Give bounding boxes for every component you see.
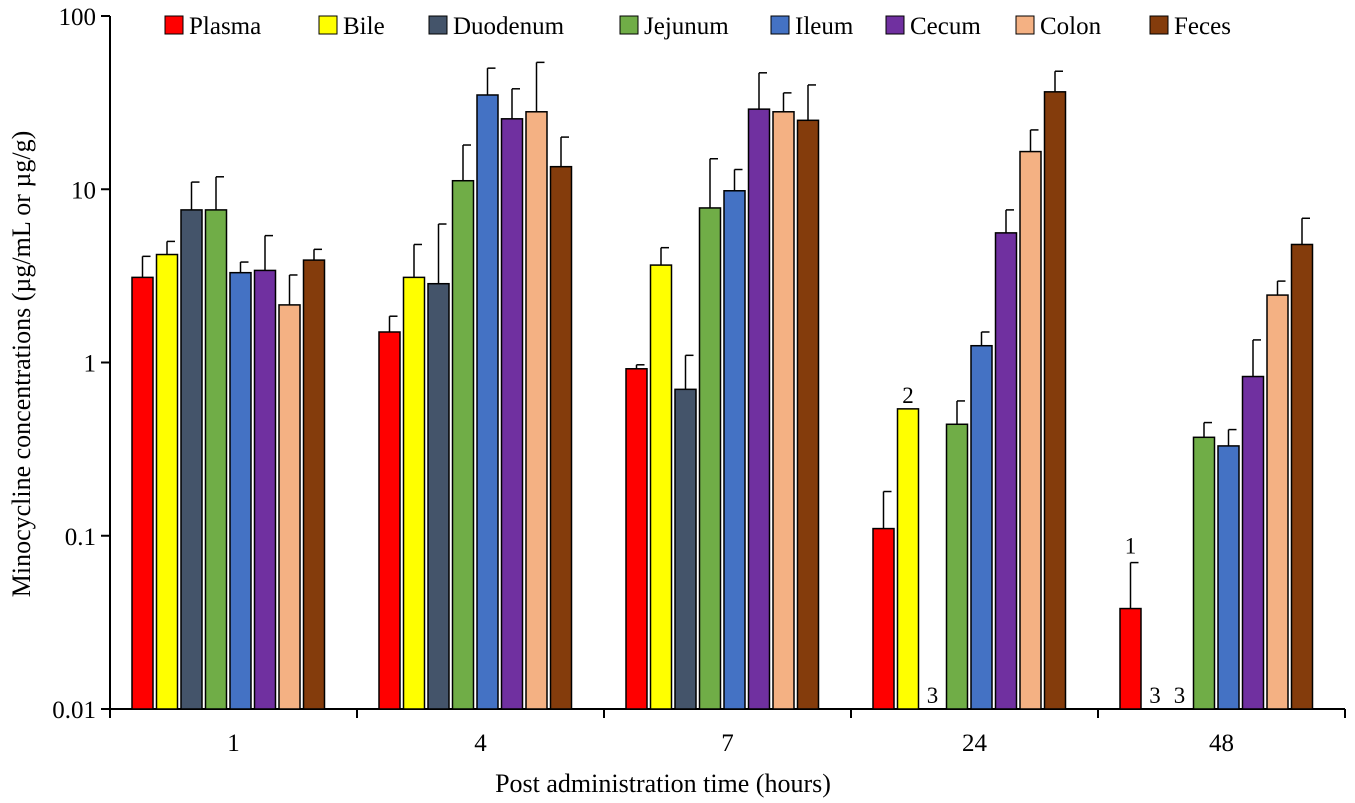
bar-ileum (970, 344, 993, 710)
bar-jejunum (698, 207, 722, 710)
y-tick-label: 1 (84, 351, 97, 378)
bar-cecum (1241, 375, 1265, 710)
legend-swatch (1149, 15, 1169, 35)
bar-jejunum (451, 179, 475, 710)
legend-label: Ileum (795, 13, 854, 40)
bar-duodenum (674, 388, 697, 710)
bar-colon (772, 111, 795, 710)
bar-plasma (378, 331, 401, 710)
legend-item-jejunum: Jejunum (619, 13, 729, 40)
x-tick-label: 48 (1209, 730, 1234, 757)
bar-plasma (1119, 607, 1142, 710)
bar-feces (549, 165, 573, 710)
bar-ileum (1217, 445, 1240, 710)
annotation-label: 3 (927, 683, 939, 708)
legend-label: Bile (343, 13, 385, 40)
bar-plasma (872, 527, 895, 710)
bar-cecum (994, 232, 1018, 710)
annotation-label: 3 (1174, 683, 1186, 708)
bar-plasma (625, 368, 648, 710)
legend-label: Jejunum (644, 13, 729, 40)
bar-bile (896, 408, 920, 710)
legend-item-colon: Colon (1015, 13, 1102, 40)
bar-colon (278, 304, 301, 710)
y-axis-title: Minocycline concentrations (µg/mL or µg/… (7, 131, 36, 598)
x-axis-title: Post administration time (hours) (495, 769, 831, 798)
legend-swatch (164, 15, 184, 35)
x-axis: 1 4 7 24 48 (109, 708, 1346, 757)
y-tick-label: 100 (59, 4, 97, 31)
bar-duodenum (180, 209, 203, 710)
bar-feces (1043, 91, 1067, 710)
bar-colon (1019, 150, 1042, 710)
bar-colon (525, 111, 548, 710)
legend-label: Plasma (189, 13, 261, 40)
legend-label: Cecum (910, 13, 981, 40)
legend-swatch (318, 15, 338, 35)
legend-item-plasma: Plasma (164, 13, 261, 40)
legend-label: Duodenum (453, 13, 565, 40)
legend-item-cecum: Cecum (885, 13, 981, 40)
bars-layer (131, 61, 1314, 710)
annotation-label: 3 (1149, 683, 1161, 708)
x-tick-label: 24 (962, 730, 988, 757)
legend-swatch (428, 15, 448, 35)
legend-swatch (770, 15, 790, 35)
annotation-label: 2 (902, 383, 914, 408)
bar-jejunum (945, 423, 969, 710)
y-tick-label: 0.1 (65, 524, 96, 551)
bar-bile (402, 276, 426, 710)
legend-label: Colon (1040, 13, 1102, 40)
bar-feces (1290, 243, 1314, 710)
bar-cecum (500, 118, 524, 710)
x-tick-label: 1 (227, 730, 240, 757)
bar-jejunum (204, 209, 228, 710)
bar-plasma (131, 276, 154, 710)
y-tick-label: 0.01 (52, 697, 96, 724)
x-tick-label: 4 (474, 730, 487, 757)
bar-ileum (229, 271, 252, 710)
legend-swatch (885, 15, 905, 35)
legend-item-bile: Bile (318, 13, 385, 40)
bar-cecum (747, 108, 771, 710)
bar-ileum (723, 190, 746, 710)
bar-bile (155, 253, 179, 710)
legend-swatch (619, 15, 639, 35)
legend-swatch (1015, 15, 1035, 35)
chart-legend: Plasma Bile Duodenum Jejunum Ileum Cecum Colon… (164, 13, 1231, 40)
bar-jejunum (1192, 436, 1216, 710)
legend-item-feces: Feces (1149, 13, 1231, 40)
bar-feces (302, 259, 326, 710)
bar-bile (649, 264, 673, 710)
bar-feces (796, 119, 820, 710)
bar-ileum (476, 94, 499, 710)
bar-colon (1266, 294, 1289, 710)
y-tick-label: 10 (71, 177, 96, 204)
legend-item-ileum: Ileum (770, 13, 854, 40)
bar-cecum (253, 269, 277, 710)
legend-item-duodenum: Duodenum (428, 13, 565, 40)
annotation-label: 1 (1125, 534, 1137, 559)
x-tick-label: 7 (721, 730, 734, 757)
y-axis: 0.01 0.1 1 10 100 (52, 4, 111, 724)
legend-label: Feces (1174, 13, 1231, 40)
bar-duodenum (427, 282, 450, 710)
